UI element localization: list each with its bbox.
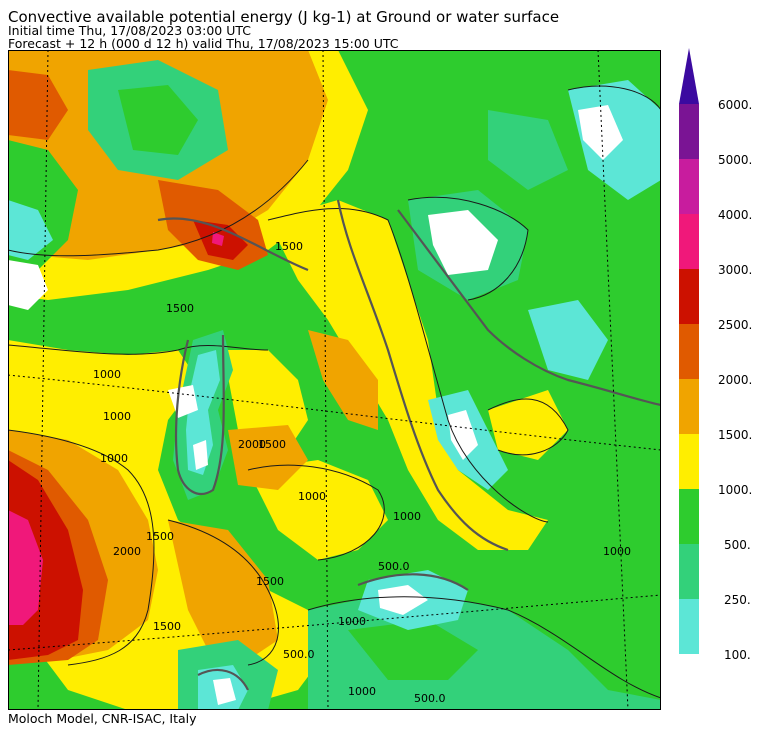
- coastlines: [157, 199, 661, 691]
- colorbar-swatch: [679, 159, 699, 214]
- field-nw-corner-2000: [8, 70, 68, 140]
- contour-lines: [8, 85, 661, 699]
- graticule: [8, 50, 661, 710]
- contour-label: 1000: [103, 410, 131, 423]
- field-ne-yellow: [488, 390, 568, 460]
- colorbar-tick-label: 2000.: [718, 373, 753, 387]
- colorbar-swatch: [679, 379, 699, 434]
- colorbar-swatch: [679, 434, 699, 489]
- island-b-white: [378, 585, 428, 615]
- model-credit: Moloch Model, CNR-ISAC, Italy: [8, 711, 197, 726]
- contour-label: 500.0: [283, 648, 315, 661]
- contour-label: 1000: [393, 510, 421, 523]
- contour-label: 500.0: [414, 692, 446, 705]
- colorbar-tick-label: 4000.: [718, 208, 753, 222]
- colorbar-tick-label: 1500.: [718, 428, 753, 442]
- colorbar-tick-label: 6000.: [718, 98, 753, 112]
- island-c-white: [213, 678, 236, 705]
- colorbar-tick-label: 100.: [724, 648, 751, 662]
- colorbar-swatch: [679, 599, 699, 654]
- contour-label: 2000: [113, 545, 141, 558]
- island-a-white: [193, 440, 208, 470]
- field-sw-3000-4000: [8, 510, 43, 625]
- colorbar-tick-label: 1000.: [718, 483, 753, 497]
- field-center-white: [168, 385, 198, 418]
- field-nw-white: [8, 260, 48, 310]
- field-adriatic-yellow: [268, 200, 548, 550]
- contour-label: 1000: [338, 615, 366, 628]
- field-south-green-b: [348, 620, 478, 680]
- contour-label: 1000: [348, 685, 376, 698]
- initial-time-label: Initial time Thu, 17/08/2023 03:00 UTC: [8, 23, 251, 38]
- field-center-orange-b: [228, 425, 308, 490]
- colorbar-tick-label: 250.: [724, 593, 751, 607]
- contour-label: 1000: [100, 452, 128, 465]
- contour-label: 500.0: [378, 560, 410, 573]
- contour-label-group: 1500 1500 1000 1000 1000 1500 2000 1500 …: [93, 240, 631, 705]
- colorbar-swatch: [679, 214, 699, 269]
- colorbar-swatch: [679, 104, 699, 159]
- contour-label: 1500: [146, 530, 174, 543]
- contour-label: 1500: [258, 438, 286, 451]
- field-ne-cyan-c: [528, 300, 608, 380]
- field-ne-white-a: [578, 105, 623, 160]
- colorbar-extend-arrow: [679, 48, 699, 104]
- colorbar-swatch: [679, 544, 699, 599]
- forecast-valid-label: Forecast + 12 h (000 d 12 h) valid Thu, …: [8, 36, 399, 51]
- colorbar-tick-label: 500.: [724, 538, 751, 552]
- cape-map: 1500 1500 1000 1000 1000 1500 2000 1500 …: [8, 50, 661, 710]
- colorbar-swatch: [679, 324, 699, 379]
- contour-label: 1000: [298, 490, 326, 503]
- coast-white-east: [448, 410, 478, 460]
- field-nw-3000-4000: [212, 232, 224, 246]
- island-a-inner: [186, 350, 220, 475]
- field-center-1500-2000: [168, 520, 278, 660]
- contour-label: 1000: [93, 368, 121, 381]
- colorbar-tick-label: 3000.: [718, 263, 753, 277]
- colorbar-swatch: [679, 489, 699, 544]
- contour-label: 1500: [153, 620, 181, 633]
- contour-label: 1000: [603, 545, 631, 558]
- field-nw-green-c: [118, 85, 198, 155]
- contour-label: 1500: [256, 575, 284, 588]
- colorbar-swatch: [679, 269, 699, 324]
- field-nw-cyan-a: [8, 200, 53, 260]
- field-ne-green-d: [488, 110, 568, 190]
- contour-label: 1500: [275, 240, 303, 253]
- contour-label: 1500: [166, 302, 194, 315]
- contour-label: 2000: [238, 438, 266, 451]
- field-ne-white-b: [428, 210, 498, 275]
- chart-title: Convective available potential energy (J…: [8, 8, 560, 26]
- colorbar-tick-label: 2500.: [718, 318, 753, 332]
- colorbar: [679, 48, 699, 654]
- colorbar-tick-label: 5000.: [718, 153, 753, 167]
